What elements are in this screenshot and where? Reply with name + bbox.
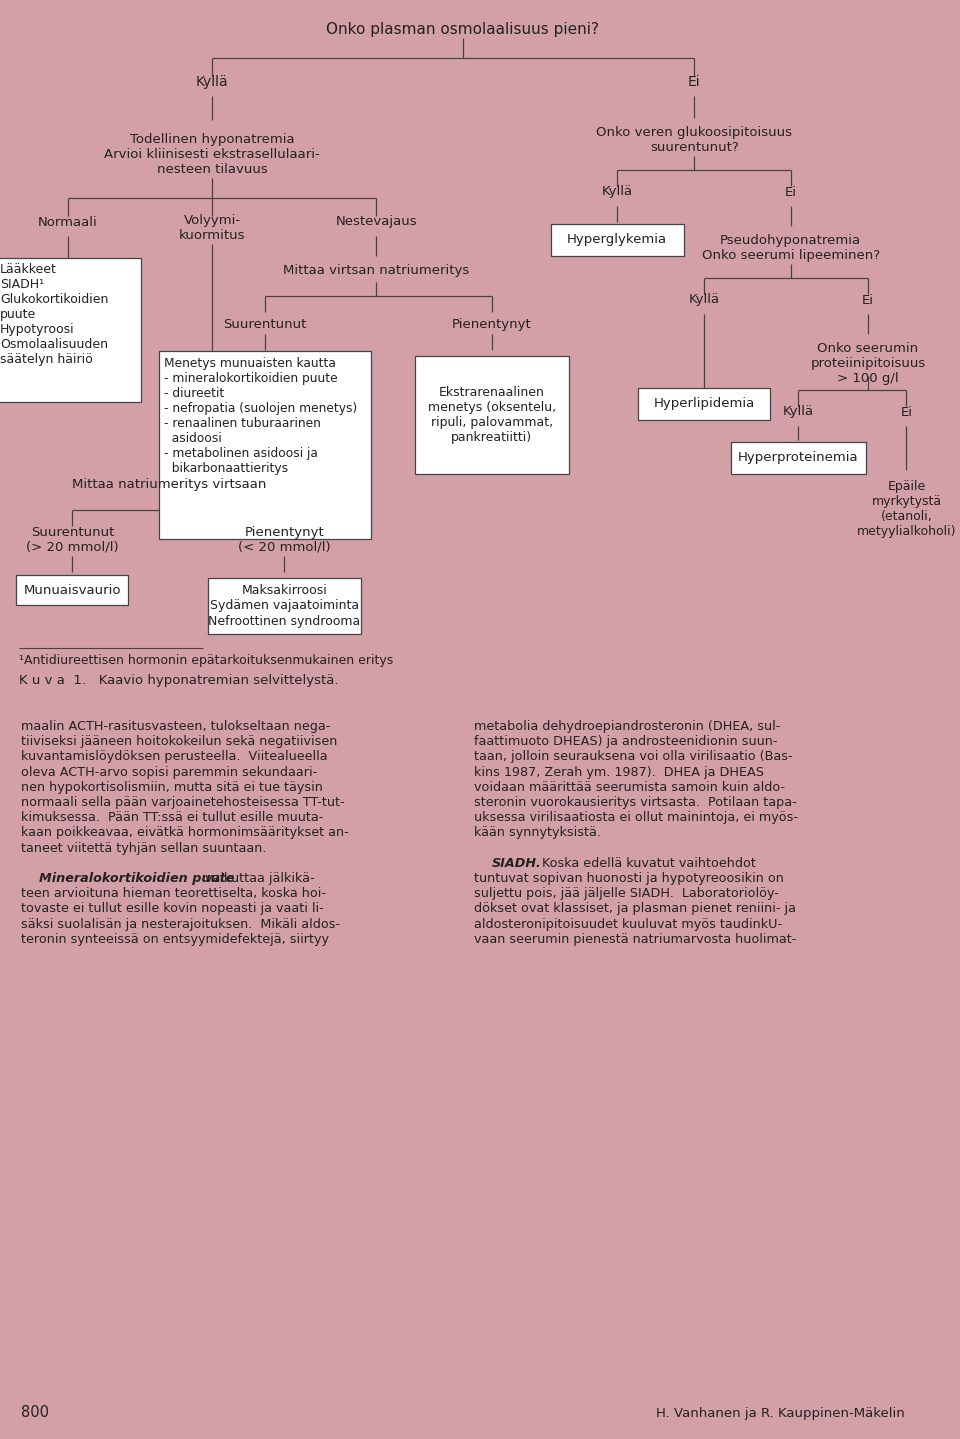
FancyBboxPatch shape (551, 224, 684, 256)
Text: 800: 800 (21, 1404, 49, 1420)
Text: Mittaa virtsan natriumeritys: Mittaa virtsan natriumeritys (283, 263, 469, 276)
Text: Suurentunut: Suurentunut (224, 318, 307, 331)
Text: dökset ovat klassiset, ja plasman pienet reniini- ja: dökset ovat klassiset, ja plasman pienet… (474, 902, 797, 915)
Text: voidaan määrittää seerumista samoin kuin aldo-: voidaan määrittää seerumista samoin kuin… (474, 781, 785, 794)
Text: Ei: Ei (900, 406, 912, 419)
Text: nen hypokortisolismiin, mutta sitä ei tue täysin: nen hypokortisolismiin, mutta sitä ei tu… (21, 781, 324, 794)
Text: taan, jolloin seurauksena voi olla virilisaatio (Bas-: taan, jolloin seurauksena voi olla viril… (474, 750, 793, 764)
Text: Maksakirroosi
Sydämen vajaatoiminta
Nefroottinen syndrooma: Maksakirroosi Sydämen vajaatoiminta Nefr… (208, 584, 361, 627)
Text: Pienentynyt
(< 20 mmol/l): Pienentynyt (< 20 mmol/l) (238, 527, 331, 554)
FancyBboxPatch shape (731, 442, 866, 473)
Text: Volyymi-
kuormitus: Volyymi- kuormitus (179, 214, 246, 242)
Text: kins 1987, Zerah ym. 1987).  DHEA ja DHEAS: kins 1987, Zerah ym. 1987). DHEA ja DHEA… (474, 766, 764, 778)
Text: Onko veren glukoosipitoisuus
suurentunut?: Onko veren glukoosipitoisuus suurentunut… (596, 127, 792, 154)
Text: Kyllä: Kyllä (783, 406, 814, 419)
Text: Lääkkeet
SIADH¹
Glukokortikoidien
puute
Hypotyroosi
Osmolaalisuuden
säätelyn häi: Lääkkeet SIADH¹ Glukokortikoidien puute … (0, 263, 108, 366)
Text: kaan poikkeavaa, eivätkä hormonimsääritykset an-: kaan poikkeavaa, eivätkä hormonimsäärity… (21, 826, 349, 839)
Text: Onko seerumin
proteiinipitoisuus
> 100 g/l: Onko seerumin proteiinipitoisuus > 100 g… (810, 342, 925, 386)
Text: faattimuoto DHEAS) ja androsteenidionin suun-: faattimuoto DHEAS) ja androsteenidionin … (474, 735, 778, 748)
FancyBboxPatch shape (0, 258, 141, 401)
Text: SIADH.: SIADH. (492, 856, 541, 869)
Text: steronin vuorokausieritys virtsasta.  Potilaan tapa-: steronin vuorokausieritys virtsasta. Pot… (474, 796, 797, 809)
FancyBboxPatch shape (208, 578, 361, 635)
Text: Mineralokortikoidien puute: Mineralokortikoidien puute (38, 872, 234, 885)
Text: uksessa virilisaatiosta ei ollut mainintoja, ei myös-: uksessa virilisaatiosta ei ollut mainint… (474, 812, 799, 825)
Text: Munuaisvaurio: Munuaisvaurio (24, 583, 121, 597)
Text: Suurentunut
(> 20 mmol/l): Suurentunut (> 20 mmol/l) (26, 527, 119, 554)
Text: säksi suolalisän ja nesterajoituksen.  Mikäli aldos-: säksi suolalisän ja nesterajoituksen. Mi… (21, 918, 341, 931)
Text: Nestevajaus: Nestevajaus (335, 216, 417, 229)
Text: teen arvioituna hieman teorettiselta, koska hoi-: teen arvioituna hieman teorettiselta, ko… (21, 888, 326, 901)
Text: Ei: Ei (862, 294, 874, 307)
Text: Kyllä: Kyllä (196, 75, 228, 89)
Text: Menetys munuaisten kautta
- mineralokortikoidien puute
- diureetit
- nefropatia : Menetys munuaisten kautta - mineralokort… (164, 357, 357, 475)
Text: Kyllä: Kyllä (688, 294, 719, 307)
Text: Hyperglykemia: Hyperglykemia (567, 233, 667, 246)
FancyBboxPatch shape (415, 355, 569, 473)
FancyBboxPatch shape (638, 389, 770, 420)
Text: tovaste ei tullut esille kovin nopeasti ja vaati li-: tovaste ei tullut esille kovin nopeasti … (21, 902, 324, 915)
Text: Pienentynyt: Pienentynyt (452, 318, 532, 331)
Text: Koska edellä kuvatut vaihtoehdot: Koska edellä kuvatut vaihtoehdot (534, 856, 756, 869)
Text: Ekstrarenaalinen
menetys (oksentelu,
ripuli, palovammat,
pankreatiitti): Ekstrarenaalinen menetys (oksentelu, rip… (428, 386, 556, 445)
Text: Hyperlipidemia: Hyperlipidemia (654, 397, 755, 410)
Text: maalin ACTH-rasitusvasteen, tulokseltaan nega-: maalin ACTH-rasitusvasteen, tulokseltaan… (21, 720, 330, 732)
Text: aldosteronipitoisuudet kuuluvat myös taudinkU-: aldosteronipitoisuudet kuuluvat myös tau… (474, 918, 782, 931)
Text: suljettu pois, jää jäljelle SIADH.  Laboratoriolöy-: suljettu pois, jää jäljelle SIADH. Labor… (474, 888, 780, 901)
Text: oleva ACTH-arvo sopisi paremmin sekundaari-: oleva ACTH-arvo sopisi paremmin sekundaa… (21, 766, 318, 778)
Text: H. Vanhanen ja R. Kauppinen-Mäkelin: H. Vanhanen ja R. Kauppinen-Mäkelin (656, 1407, 904, 1420)
Text: Pseudohyponatremia
Onko seerumi lipeeminen?: Pseudohyponatremia Onko seerumi lipeemin… (702, 235, 879, 262)
Text: Todellinen hyponatremia
Arvioi kliinisesti ekstrasellulaari-
nesteen tilavuus: Todellinen hyponatremia Arvioi kliinises… (105, 132, 320, 176)
FancyBboxPatch shape (16, 576, 129, 604)
Text: kään synnytyksistä.: kään synnytyksistä. (474, 826, 602, 839)
Text: metabolia dehydroepiandrosteronin (DHEA, sul-: metabolia dehydroepiandrosteronin (DHEA,… (474, 720, 780, 732)
Text: taneet viitettä tyhjän sellan suuntaan.: taneet viitettä tyhjän sellan suuntaan. (21, 842, 267, 855)
Text: Normaali: Normaali (37, 216, 97, 229)
Text: normaali sella pään varjoainetehosteisessa TT-tut-: normaali sella pään varjoainetehosteises… (21, 796, 345, 809)
Text: teronin synteeissä on entsyymidefektejä, siirtyy: teronin synteeissä on entsyymidefektejä,… (21, 932, 329, 945)
Text: Hyperproteinemia: Hyperproteinemia (738, 452, 859, 465)
Text: tiiviseksi jääneen hoitokokeilun sekä negatiivisen: tiiviseksi jääneen hoitokokeilun sekä ne… (21, 735, 338, 748)
FancyBboxPatch shape (159, 351, 372, 540)
Text: Mittaa natriumeritys virtsaan: Mittaa natriumeritys virtsaan (72, 478, 266, 491)
Text: K u v a  1.   Kaavio hyponatremian selvittelystä.: K u v a 1. Kaavio hyponatremian selvitte… (19, 673, 339, 686)
Text: tuntuvat sopivan huonosti ja hypotyreoosikin on: tuntuvat sopivan huonosti ja hypotyreoos… (474, 872, 784, 885)
Text: vaikuttaa jälkikä-: vaikuttaa jälkikä- (201, 872, 314, 885)
Text: Ei: Ei (688, 75, 701, 89)
Text: Ei: Ei (784, 186, 797, 199)
Text: vaan seerumin pienestä natriumarvosta huolimat-: vaan seerumin pienestä natriumarvosta hu… (474, 932, 797, 945)
Text: kuvantamislöydöksen perusteella.  Viitealueella: kuvantamislöydöksen perusteella. Viiteal… (21, 750, 328, 764)
Text: Onko plasman osmolaalisuus pieni?: Onko plasman osmolaalisuus pieni? (326, 22, 599, 37)
Text: kimuksessa.  Pään TT:ssä ei tullut esille muuta-: kimuksessa. Pään TT:ssä ei tullut esille… (21, 812, 324, 825)
Text: Epäile
myrkytystä
(etanoli,
metyylialkoholi): Epäile myrkytystä (etanoli, metyylialkoh… (856, 481, 956, 538)
Text: ¹Antidiureettisen hormonin epätarkoituksenmukainen eritys: ¹Antidiureettisen hormonin epätarkoituks… (19, 653, 394, 668)
Text: Kyllä: Kyllä (602, 186, 633, 199)
